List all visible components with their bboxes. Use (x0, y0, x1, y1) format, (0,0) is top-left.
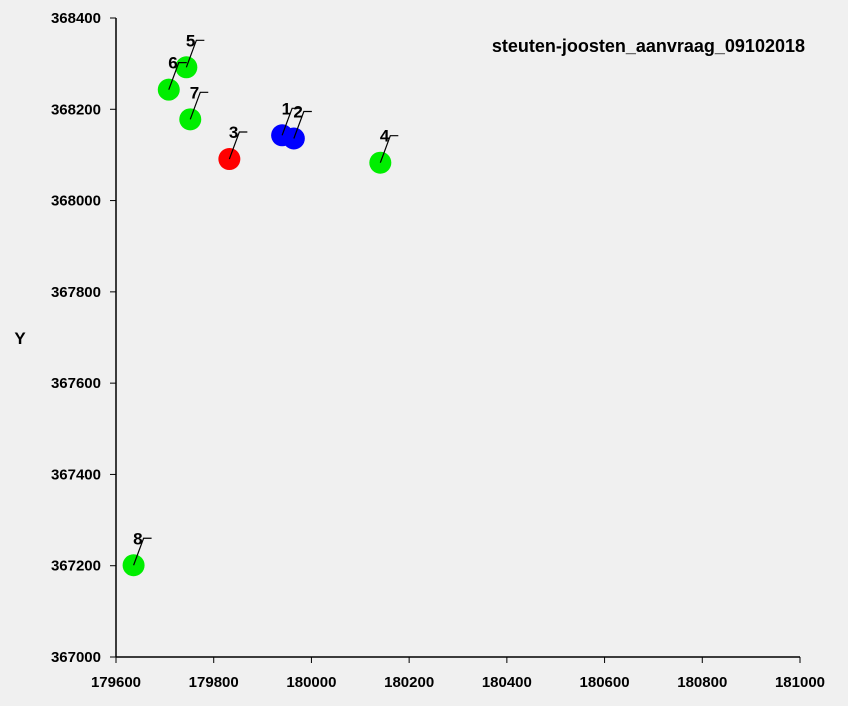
leader-line (168, 62, 187, 90)
point-label-2: 2 (293, 102, 302, 121)
x-tick-label: 180000 (286, 674, 336, 691)
point-labels: 1 2 3 4 567 8 (133, 31, 399, 566)
point-label-7: 7 (190, 83, 199, 102)
y-axis-title: Y (14, 329, 26, 348)
y-tick-label: 367400 (51, 466, 101, 483)
y-tick-label: 367200 (51, 558, 101, 575)
y-tick-label: 368400 (51, 10, 101, 27)
y-axis-ticks: 367000 367200 367400 367600 367800 368000 3682… (51, 10, 116, 666)
point-label-4: 4 (380, 127, 390, 146)
x-tick-label: 179600 (91, 674, 141, 691)
x-tick-label: 181000 (775, 674, 825, 691)
y-tick-label: 368200 (51, 101, 101, 118)
y-tick-label: 367600 (51, 375, 101, 392)
leader-line (228, 131, 248, 160)
data-point-7 (179, 108, 202, 131)
y-tick-label: 367000 (51, 649, 101, 666)
point-label-5: 5 (186, 31, 195, 50)
point-label-8: 8 (133, 529, 142, 548)
x-tick-label: 180800 (677, 674, 727, 691)
leader-line (281, 107, 301, 136)
leader-line (379, 135, 399, 163)
x-tick-label: 180200 (384, 674, 434, 691)
point-label-6: 6 (168, 54, 177, 73)
leader-line (133, 537, 152, 566)
leader-line (185, 39, 205, 68)
point-label-1: 1 (282, 99, 291, 118)
x-tick-label: 179800 (189, 674, 239, 691)
y-tick-label: 368000 (51, 193, 101, 210)
chart-title: steuten-joosten_aanvraag_09102018 (492, 36, 805, 56)
point-label-3: 3 (229, 123, 238, 142)
data-points (122, 56, 392, 577)
x-tick-label: 180400 (482, 674, 532, 691)
leader-line (293, 110, 312, 139)
x-axis-ticks: 179600 179800 180000 180200 180400 180600 1808… (91, 657, 825, 691)
leader-line (189, 91, 209, 120)
x-tick-label: 180600 (580, 674, 630, 691)
y-tick-label: 367800 (51, 284, 101, 301)
